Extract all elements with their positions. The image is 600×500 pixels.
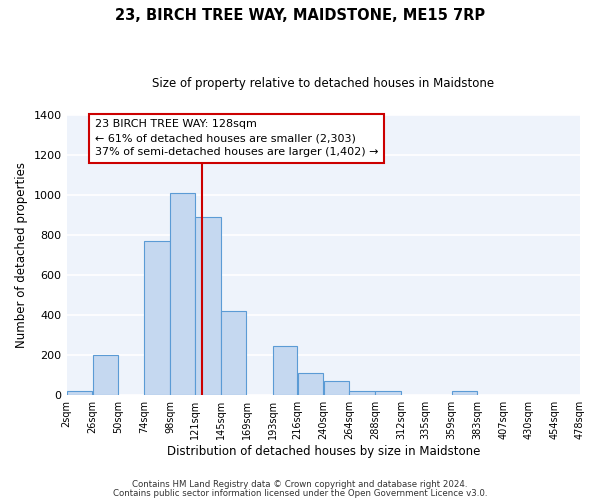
Bar <box>145 241 170 395</box>
Text: Contains HM Land Registry data © Crown copyright and database right 2024.: Contains HM Land Registry data © Crown c… <box>132 480 468 489</box>
Bar <box>170 193 194 395</box>
Bar <box>298 373 323 395</box>
Bar <box>323 381 349 395</box>
Bar <box>349 391 375 395</box>
Y-axis label: Number of detached properties: Number of detached properties <box>15 162 28 348</box>
Text: 23 BIRCH TREE WAY: 128sqm
← 61% of detached houses are smaller (2,303)
37% of se: 23 BIRCH TREE WAY: 128sqm ← 61% of detac… <box>95 120 378 158</box>
Text: Contains public sector information licensed under the Open Government Licence v3: Contains public sector information licen… <box>113 488 487 498</box>
Title: Size of property relative to detached houses in Maidstone: Size of property relative to detached ho… <box>152 78 494 90</box>
Bar <box>92 355 118 395</box>
Bar <box>452 391 477 395</box>
Bar <box>195 217 221 395</box>
Bar <box>221 311 247 395</box>
Text: 23, BIRCH TREE WAY, MAIDSTONE, ME15 7RP: 23, BIRCH TREE WAY, MAIDSTONE, ME15 7RP <box>115 8 485 22</box>
Bar <box>273 346 297 395</box>
X-axis label: Distribution of detached houses by size in Maidstone: Distribution of detached houses by size … <box>167 444 480 458</box>
Bar <box>376 391 401 395</box>
Bar <box>67 391 92 395</box>
